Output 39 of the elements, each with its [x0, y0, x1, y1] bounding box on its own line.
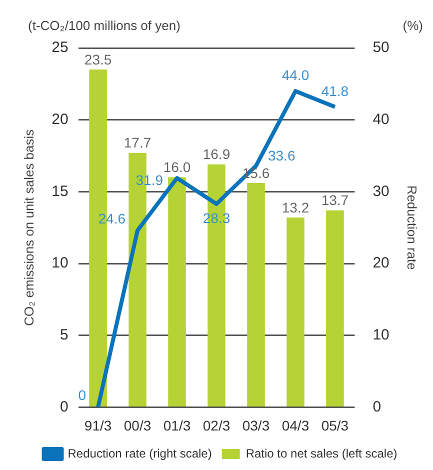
bar: [168, 177, 186, 406]
data-label: 0: [78, 387, 86, 404]
y-axis-title: CO₂ emissions on unit sales basis: [21, 128, 36, 326]
data-label: 13.2: [282, 199, 310, 216]
x-tick-label: 00/3: [124, 417, 152, 434]
y2-tick-label: 0: [372, 398, 382, 416]
text: (t-CO₂/100 millions of yen): [28, 18, 180, 34]
bar: [286, 218, 304, 406]
x-tick-label: 01/3: [163, 417, 191, 434]
bar: [326, 210, 344, 406]
x-tick-label: 05/3: [321, 417, 349, 434]
y-tick-label: 5: [60, 326, 68, 344]
legend-label: Ratio to net sales (left scale): [246, 446, 398, 460]
x-tick-label: 91/3: [84, 417, 112, 434]
y-tick-label: 10: [52, 254, 68, 272]
data-label: 16.9: [202, 146, 230, 162]
y-tick-label: 25: [52, 39, 68, 56]
y-tick-label: 20: [52, 110, 68, 128]
data-label: 44.0: [282, 66, 310, 83]
x-tick-label: 02/3: [202, 417, 230, 434]
y-tick-label: 15: [52, 182, 68, 200]
y2-tick-label: 10: [372, 326, 390, 344]
data-label: 23.5: [84, 51, 112, 68]
x-tick-label: 04/3: [282, 417, 310, 434]
data-label: 41.8: [321, 82, 349, 99]
data-label: 16.0: [163, 159, 191, 176]
y2-tick-label: 30: [372, 182, 390, 200]
data-label: 17.7: [124, 134, 152, 151]
y2-tick-label: 50: [372, 39, 390, 56]
y2-tick-label: 40: [372, 110, 390, 128]
data-label: 13.7: [321, 192, 349, 208]
x-tick-label: 03/3: [242, 417, 270, 434]
y2-axis-title: Reduction rate: [404, 185, 420, 270]
legend-label: Reduction rate (right scale): [68, 446, 212, 460]
text: (%): [402, 18, 423, 34]
data-label: 33.6: [268, 148, 296, 164]
bar: [247, 183, 265, 406]
y2-tick-label: 20: [372, 254, 390, 272]
y-tick-label: 0: [60, 398, 68, 416]
